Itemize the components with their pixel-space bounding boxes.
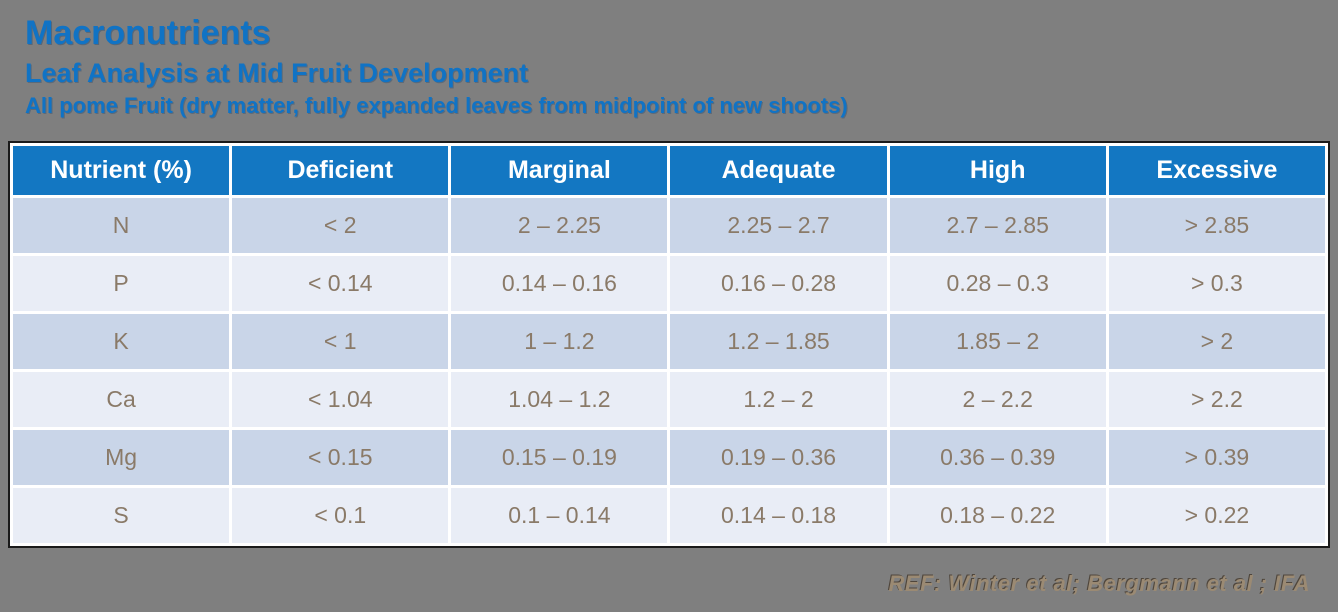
table-cell: 2.7 – 2.85 — [889, 198, 1106, 253]
table-cell: 0.18 – 0.22 — [889, 488, 1106, 543]
table-cell: 0.28 – 0.3 — [889, 256, 1106, 311]
table-cell: 1.85 – 2 — [889, 314, 1106, 369]
table-cell: > 2.85 — [1108, 198, 1325, 253]
column-header-nutrient: Nutrient (%) — [13, 146, 230, 195]
column-header-deficient: Deficient — [232, 146, 449, 195]
table-row-s: S < 0.1 0.1 – 0.14 0.14 – 0.18 0.18 – 0.… — [13, 488, 1325, 543]
table-cell: > 2 — [1108, 314, 1325, 369]
table-cell: 1.04 – 1.2 — [451, 372, 668, 427]
table-cell: > 0.22 — [1108, 488, 1325, 543]
column-header-excessive: Excessive — [1108, 146, 1325, 195]
page-subnote: All pome Fruit (dry matter, fully expand… — [25, 93, 848, 119]
table-cell: 0.14 – 0.16 — [451, 256, 668, 311]
nutrient-table: Nutrient (%) Deficient Marginal Adequate… — [8, 141, 1330, 548]
table-cell: N — [13, 198, 230, 253]
table-cell: 1.2 – 2 — [670, 372, 887, 427]
table-cell: < 0.1 — [232, 488, 449, 543]
page-title: Macronutrients — [25, 14, 271, 52]
table-cell: > 2.2 — [1108, 372, 1325, 427]
table-row-ca: Ca < 1.04 1.04 – 1.2 1.2 – 2 2 – 2.2 > 2… — [13, 372, 1325, 427]
table-cell: < 0.14 — [232, 256, 449, 311]
table-cell: > 0.3 — [1108, 256, 1325, 311]
table-cell: < 1.04 — [232, 372, 449, 427]
table-cell: < 2 — [232, 198, 449, 253]
column-header-marginal: Marginal — [451, 146, 668, 195]
table-cell: < 1 — [232, 314, 449, 369]
table-row-k: K < 1 1 – 1.2 1.2 – 1.85 1.85 – 2 > 2 — [13, 314, 1325, 369]
column-header-adequate: Adequate — [670, 146, 887, 195]
column-header-high: High — [889, 146, 1106, 195]
reference-text: REF: Winter et al; Bergmann et al ; IFA — [888, 571, 1310, 596]
table-cell: S — [13, 488, 230, 543]
table-cell: Mg — [13, 430, 230, 485]
table-cell: K — [13, 314, 230, 369]
table-row-n: N < 2 2 – 2.25 2.25 – 2.7 2.7 – 2.85 > 2… — [13, 198, 1325, 253]
table-cell: 2 – 2.2 — [889, 372, 1106, 427]
page-subtitle: Leaf Analysis at Mid Fruit Development — [25, 57, 529, 88]
table-cell: Ca — [13, 372, 230, 427]
table-cell: 1.2 – 1.85 — [670, 314, 887, 369]
table-cell: 0.16 – 0.28 — [670, 256, 887, 311]
table-cell: 2.25 – 2.7 — [670, 198, 887, 253]
table-row-mg: Mg < 0.15 0.15 – 0.19 0.19 – 0.36 0.36 –… — [13, 430, 1325, 485]
table-cell: 0.19 – 0.36 — [670, 430, 887, 485]
table-cell: > 0.39 — [1108, 430, 1325, 485]
table-cell: 1 – 1.2 — [451, 314, 668, 369]
table-cell: < 0.15 — [232, 430, 449, 485]
table-header-row: Nutrient (%) Deficient Marginal Adequate… — [13, 146, 1325, 195]
table-row-p: P < 0.14 0.14 – 0.16 0.16 – 0.28 0.28 – … — [13, 256, 1325, 311]
table-cell: 0.1 – 0.14 — [451, 488, 668, 543]
table-cell: 0.14 – 0.18 — [670, 488, 887, 543]
table-cell: 2 – 2.25 — [451, 198, 668, 253]
table-cell: 0.15 – 0.19 — [451, 430, 668, 485]
table-cell: 0.36 – 0.39 — [889, 430, 1106, 485]
table-cell: P — [13, 256, 230, 311]
title-block: Macronutrients Leaf Analysis at Mid Frui… — [25, 12, 848, 120]
